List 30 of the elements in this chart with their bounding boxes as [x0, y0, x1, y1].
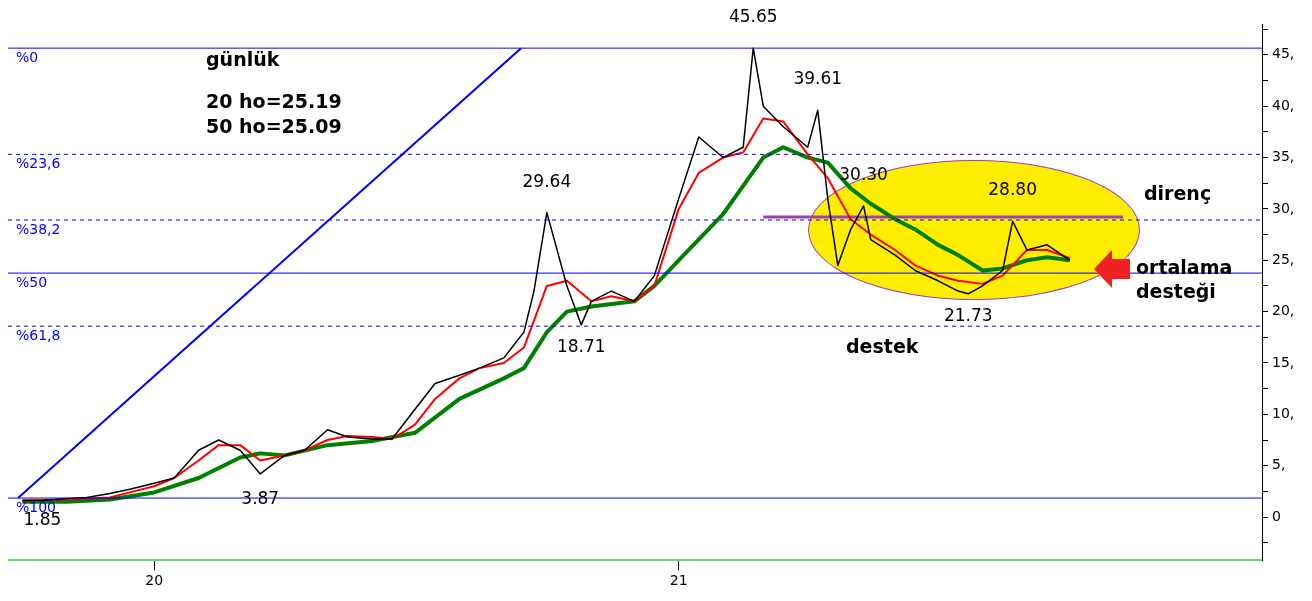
annotation: %50	[16, 273, 48, 290]
y-tick-label: 45,	[1272, 45, 1295, 62]
y-tick-label: 5,	[1272, 456, 1286, 473]
annotation: %0	[16, 48, 39, 65]
y-tick-label: 35,	[1272, 148, 1295, 165]
y-tick-label: 15,	[1272, 353, 1295, 370]
y-tick-label: 40,	[1272, 96, 1295, 113]
annotation: 21.73	[943, 304, 993, 325]
annotation: 45.65	[728, 6, 778, 27]
annotation: %23,6	[16, 154, 61, 171]
x-tick-label: 21	[669, 572, 688, 589]
annotation: ortalama desteği	[1136, 256, 1233, 302]
annotation: 39.61	[793, 68, 843, 89]
text: günlük	[206, 48, 280, 70]
annotation: 28.80	[988, 179, 1037, 200]
annotation: 3.87	[241, 488, 280, 509]
annotation: %61,8	[16, 326, 61, 343]
y-tick-label: 30,	[1272, 199, 1295, 216]
y-tick-label: 20,	[1272, 302, 1295, 319]
annotation: destek	[846, 335, 919, 357]
annotation: 29.64	[522, 170, 572, 191]
annotation: direnç	[1144, 182, 1212, 204]
annotation: 20 ho=25.19	[206, 90, 342, 112]
annotation: 50 ho=25.09	[206, 115, 342, 137]
y-tick-label: 25,	[1272, 250, 1295, 267]
x-tick-label: 20	[145, 572, 164, 589]
annotation: %38,2	[16, 220, 61, 237]
annotation: 18.71	[556, 335, 606, 356]
y-tick-label: 0	[1272, 507, 1281, 524]
y-tick-label: 10,	[1272, 404, 1295, 421]
